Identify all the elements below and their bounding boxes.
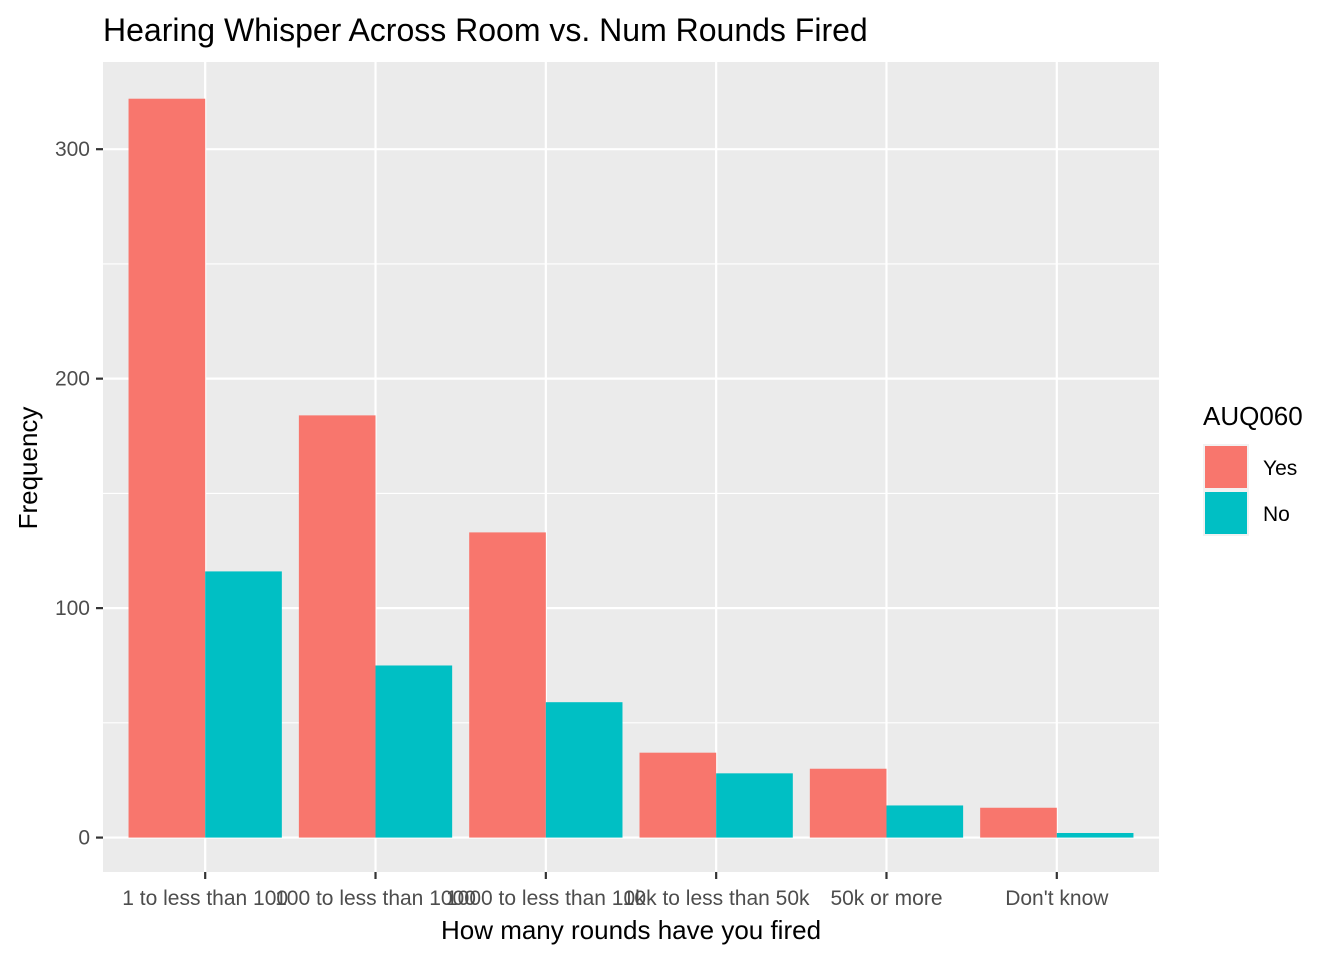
- x-tick-label: Don't know: [1005, 887, 1109, 910]
- bar-yes-2: [469, 532, 546, 838]
- bar-yes-4: [809, 768, 887, 838]
- x-axis-title: How many rounds have you fired: [441, 915, 821, 945]
- x-tick-label: 1 to less than 100: [122, 887, 288, 910]
- legend-title: AUQ060: [1203, 401, 1303, 431]
- bar-yes-3: [639, 752, 717, 838]
- x-tick-label: 50k or more: [830, 887, 942, 910]
- chart-title: Hearing Whisper Across Room vs. Num Roun…: [103, 12, 868, 48]
- bar-yes-1: [298, 415, 376, 838]
- bar-no-1: [375, 665, 453, 838]
- legend-label-yes: Yes: [1263, 457, 1297, 480]
- legend: AUQ060 Yes No: [1203, 401, 1303, 536]
- y-axis-title: Frequency: [13, 407, 43, 530]
- bar-yes-0: [128, 98, 206, 838]
- bar-yes-5: [980, 807, 1057, 838]
- bar-no-0: [205, 571, 282, 838]
- y-tick-label: 300: [55, 138, 90, 161]
- y-tick-label: 0: [78, 827, 90, 850]
- y-axis: 0 100 200 300: [55, 138, 103, 850]
- bar-no-2: [545, 702, 623, 838]
- bar-no-3: [716, 773, 793, 838]
- x-tick-label: 1000 to less than 10k: [446, 887, 646, 910]
- x-tick-label: 100 to less than 1000: [275, 887, 476, 910]
- x-tick-label: 10k to less than 50k: [623, 887, 810, 910]
- y-tick-label: 100: [55, 597, 90, 620]
- legend-key-no: [1205, 492, 1247, 534]
- bar-no-4: [886, 805, 964, 838]
- bar-no-5: [1056, 832, 1134, 838]
- legend-key-yes: [1205, 446, 1247, 488]
- y-tick-label: 200: [55, 368, 90, 391]
- bars: [128, 98, 1134, 838]
- legend-label-no: No: [1263, 503, 1290, 526]
